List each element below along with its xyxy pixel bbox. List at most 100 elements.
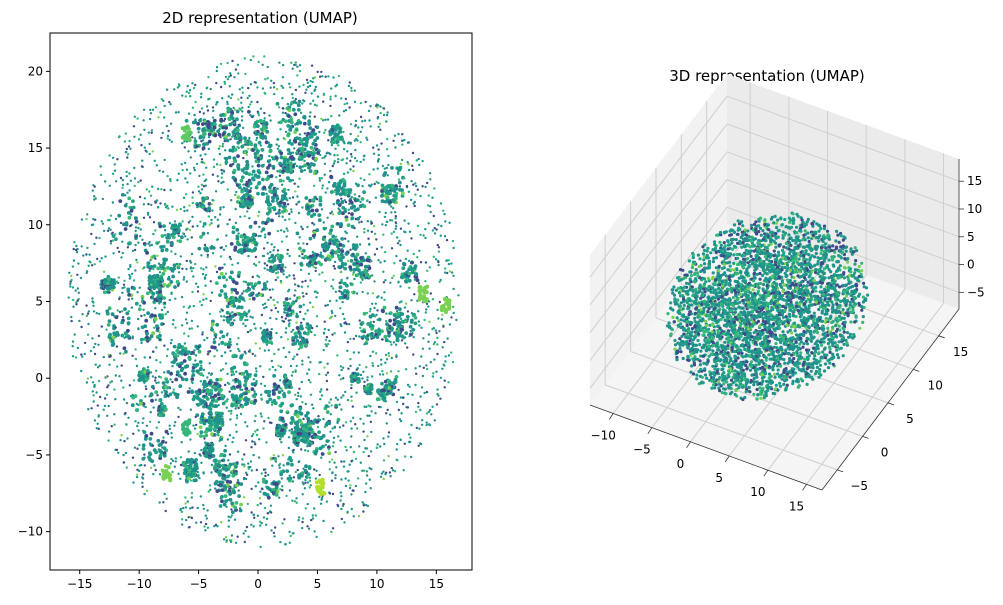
scatter-point-2d: [230, 471, 233, 474]
scatter-point-2d: [315, 469, 318, 472]
scatter-point-2d: [274, 156, 279, 161]
scatter-point-2d: [285, 235, 288, 238]
scatter-point-2d: [287, 390, 291, 394]
scatter-point-2d: [194, 478, 198, 483]
scatter-point-2d: [172, 263, 177, 268]
scatter-point-2d: [228, 497, 233, 502]
scatter-point-2d: [163, 407, 168, 411]
scatter-point-2d: [114, 233, 117, 236]
scatter-point-2d: [298, 120, 303, 125]
scatter-point-2d: [162, 322, 165, 326]
scatter-point-2d: [326, 244, 331, 249]
scatter-point-2d: [160, 264, 163, 267]
scatter-point-2d: [123, 227, 128, 231]
scatter-point-2d: [177, 111, 180, 114]
scatter-point-2d: [385, 148, 389, 151]
scatter-point-2d: [161, 244, 166, 249]
scatter-point-2d: [285, 106, 290, 111]
scatter-point-2d: [173, 220, 177, 223]
scatter-point-2d: [299, 310, 302, 314]
scatter-point-2d: [202, 507, 205, 511]
scatter-point-2d: [300, 326, 304, 331]
scatter-point-2d: [400, 319, 404, 323]
scatter-point-2d: [339, 499, 342, 502]
scatter-point-2d: [301, 142, 306, 147]
scatter-point-2d: [293, 147, 296, 150]
scatter-point-2d: [174, 421, 177, 424]
scatter-point-2d: [394, 375, 399, 379]
scatter-point-2d: [180, 366, 185, 371]
scatter-point-2d: [313, 261, 318, 266]
scatter-point-2d: [202, 404, 206, 409]
scatter-point-2d: [356, 235, 359, 238]
scatter-point-2d: [285, 327, 288, 330]
scatter-point-2d: [156, 438, 161, 443]
scatter-point-2d: [91, 381, 95, 384]
scatter-point-2d: [108, 184, 112, 187]
scatter-point-2d: [369, 450, 373, 453]
scatter-point-2d: [330, 137, 335, 141]
scatter-point-2d: [197, 185, 200, 188]
scatter-point-2d: [366, 414, 369, 417]
scatter-point-2d: [190, 319, 194, 323]
scatter-point-2d: [145, 188, 148, 191]
scatter-point-2d: [278, 203, 282, 208]
scatter-point-2d: [232, 162, 235, 166]
scatter-point-2d: [310, 92, 313, 95]
scatter-point-2d: [329, 239, 332, 243]
scatter-point-2d: [234, 181, 238, 184]
scatter-point-2d: [255, 293, 259, 298]
scatter-point-2d: [243, 57, 246, 60]
scatter-point-2d: [341, 366, 345, 369]
scatter-point-2d: [293, 162, 297, 165]
scatter-point-2d: [271, 288, 274, 291]
scatter-point-2d: [196, 126, 201, 131]
scatter-point-2d: [235, 117, 239, 122]
scatter-point-2d: [355, 252, 360, 257]
scatter-point-2d: [326, 303, 329, 307]
scatter-point-2d: [400, 191, 405, 196]
scatter-point-2d: [269, 119, 272, 122]
scatter-point-2d: [193, 139, 198, 144]
scatter-point-2d: [419, 408, 422, 412]
scatter-point-2d: [245, 142, 250, 147]
scatter-point-2d: [263, 111, 266, 115]
scatter-point-2d: [428, 409, 432, 412]
scatter-point-2d: [272, 382, 277, 387]
scatter-point-2d: [284, 317, 287, 320]
scatter-point-2d: [83, 352, 86, 356]
scatter-point-2d: [256, 184, 259, 187]
scatter-point-2d: [137, 241, 140, 244]
scatter-point-2d: [241, 91, 244, 94]
scatter-point-2d: [358, 195, 361, 198]
scatter-point-2d: [163, 301, 166, 304]
scatter-point-2d: [298, 165, 303, 170]
scatter-point-2d: [227, 486, 230, 489]
scatter-point-2d: [166, 432, 170, 436]
scatter-point-2d: [240, 250, 244, 255]
scatter-point-2d: [134, 229, 137, 233]
scatter-point-2d: [352, 271, 355, 274]
scatter-point-2d: [408, 335, 411, 338]
scatter-point-2d: [185, 311, 189, 314]
scatter-point-2d: [126, 211, 131, 215]
scatter-point-2d: [387, 454, 390, 458]
scatter-point-2d: [294, 61, 297, 64]
scatter-point-2d: [197, 349, 202, 354]
scatter-point-2d: [197, 190, 201, 193]
scatter-point-2d: [343, 266, 347, 271]
scatter-point-2d: [343, 521, 346, 524]
scatter-point-2d: [247, 196, 251, 200]
scatter-point-2d: [305, 262, 310, 267]
scatter-point-2d: [406, 310, 410, 313]
scatter-point-2d: [381, 164, 385, 168]
scatter-point-2d: [327, 342, 330, 346]
scatter-point-2d: [244, 72, 247, 76]
scatter-point-2d: [356, 217, 360, 221]
scatter-point-2d: [86, 377, 90, 380]
scatter-point-2d: [332, 76, 335, 79]
scatter-point-2d: [137, 181, 140, 184]
scatter-point-2d: [132, 125, 136, 128]
scatter-point-2d: [304, 91, 307, 95]
scatter-point-2d: [367, 454, 370, 458]
